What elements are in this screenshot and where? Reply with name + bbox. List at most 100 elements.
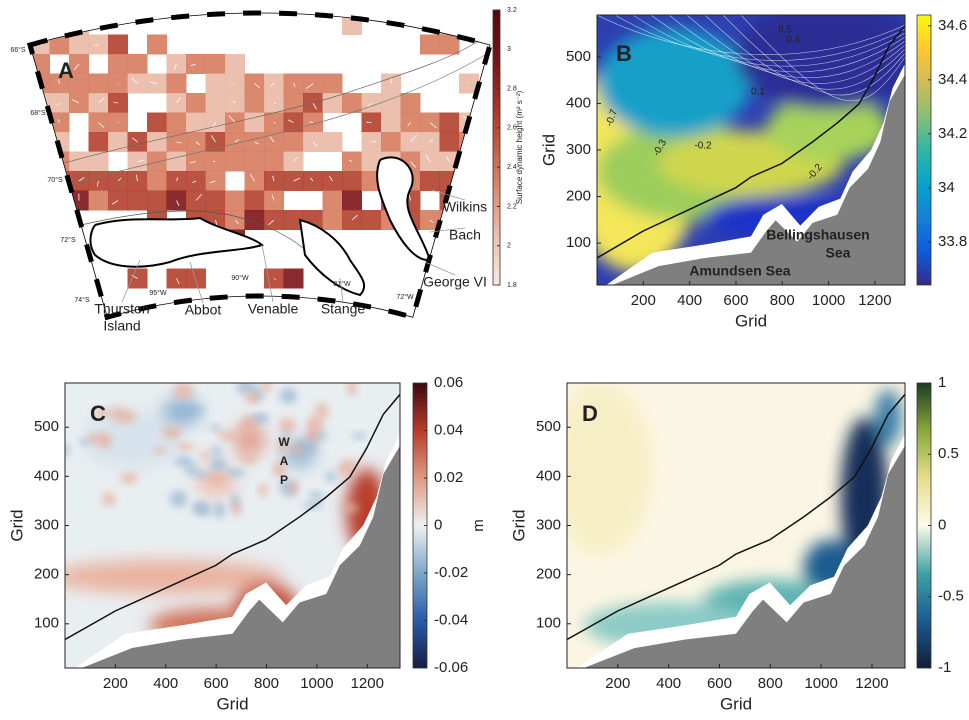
bathymetry-contour <box>49 54 486 191</box>
eddy <box>93 408 114 418</box>
colorbar-tick-label: -0.02 <box>434 564 468 581</box>
map-cell <box>283 93 304 113</box>
colorbar-tick-label: 2.4 <box>507 164 517 171</box>
place-name: Venable <box>248 301 299 317</box>
eddy <box>180 406 203 414</box>
velocity-arrow <box>293 83 296 87</box>
velocity-arrow <box>113 101 119 104</box>
eddy <box>162 426 182 439</box>
y-tick-label: 400 <box>34 467 59 484</box>
velocity-arrow <box>73 63 80 71</box>
map-cell <box>244 93 265 113</box>
velocity-arrow <box>429 219 434 223</box>
map-cell <box>69 151 89 172</box>
place-name: Bach <box>449 227 481 243</box>
latitude-label: 68°S <box>30 109 46 117</box>
velocity-arrow <box>58 79 60 84</box>
contour-line <box>614 15 905 61</box>
x-tick-label: 200 <box>103 675 128 692</box>
land <box>81 445 400 668</box>
y-tick-label: 300 <box>34 516 59 533</box>
eddy <box>278 437 287 455</box>
velocity-arrow <box>249 174 255 182</box>
annotation: A <box>280 454 289 468</box>
eddy <box>191 502 206 513</box>
y-tick-label: 100 <box>536 615 561 632</box>
x-tick-label: 1000 <box>812 292 845 309</box>
panel-label: C <box>90 401 106 426</box>
x-axis-label: Grid <box>720 694 752 713</box>
colorbar-tick-label: 0.02 <box>434 469 463 486</box>
velocity-arrow <box>135 174 138 182</box>
velocity-arrow <box>270 83 275 87</box>
y-tick-label: 300 <box>566 141 591 158</box>
longitude-label: 72°W <box>396 293 414 301</box>
velocity-arrow <box>39 102 44 107</box>
map-cell <box>205 73 226 94</box>
eddy <box>213 501 226 519</box>
y-tick-label: 500 <box>34 418 59 435</box>
colorbar-tick-label: 34.4 <box>938 71 967 88</box>
field-blob <box>567 383 652 554</box>
eddy <box>258 483 268 497</box>
velocity-arrow <box>348 159 353 162</box>
leader-line <box>261 244 274 303</box>
leader-line <box>339 277 344 303</box>
field-blob <box>81 411 183 469</box>
map-cell <box>244 190 265 211</box>
y-axis-label: Grid <box>7 509 26 541</box>
velocity-arrow <box>176 141 182 144</box>
eddy <box>280 431 292 438</box>
velocity-arrow <box>429 122 437 129</box>
velocity-arrow <box>254 83 260 89</box>
colorbar-tick-label: 0.06 <box>434 374 463 391</box>
map-cell <box>381 132 401 152</box>
velocity-arrow <box>176 97 181 104</box>
contour-label: 0.1 <box>751 87 765 98</box>
map-cell <box>225 151 245 172</box>
map-cell <box>244 112 265 133</box>
contour-line <box>740 15 905 102</box>
eddy <box>337 459 358 477</box>
velocity-arrow <box>96 180 99 187</box>
eddy <box>315 402 329 420</box>
velocity-arrow <box>117 177 122 182</box>
velocity-arrow <box>57 102 60 106</box>
map-cell <box>264 151 284 172</box>
eddy <box>272 460 286 478</box>
map-cell <box>322 132 343 152</box>
colorbar-tick-label: 2.6 <box>507 125 517 132</box>
map-cell <box>88 190 109 211</box>
map-cell <box>49 34 70 55</box>
velocity-arrow <box>293 156 298 162</box>
eddy <box>238 454 258 464</box>
y-tick-label: 500 <box>536 418 561 435</box>
x-tick-label: 400 <box>656 675 681 692</box>
velocity-arrow <box>94 44 99 46</box>
velocity-arrow <box>132 137 138 143</box>
velocity-arrow <box>328 175 333 182</box>
annotation: Amundsen Sea <box>689 263 790 279</box>
map-cell <box>283 132 304 152</box>
place-name: Island <box>103 318 140 334</box>
velocity-arrow <box>312 141 318 148</box>
velocity-arrow <box>210 135 216 143</box>
eddy <box>209 458 228 472</box>
velocity-arrow <box>269 136 275 143</box>
velocity-arrow <box>209 180 216 184</box>
colorbar <box>916 14 932 286</box>
colorbar-tick-label: 34.6 <box>938 17 967 34</box>
map-cell <box>244 210 265 230</box>
y-tick-label: 500 <box>566 48 591 65</box>
velocity-arrow <box>137 160 145 162</box>
map-cell <box>283 210 304 230</box>
eddy <box>351 432 367 440</box>
map-cell <box>439 112 460 133</box>
eddy <box>225 468 246 477</box>
contour-line <box>704 15 905 90</box>
map-cell <box>459 132 479 152</box>
velocity-arrow <box>98 97 105 104</box>
map-cell <box>439 15 460 35</box>
velocity-arrow <box>273 102 276 105</box>
